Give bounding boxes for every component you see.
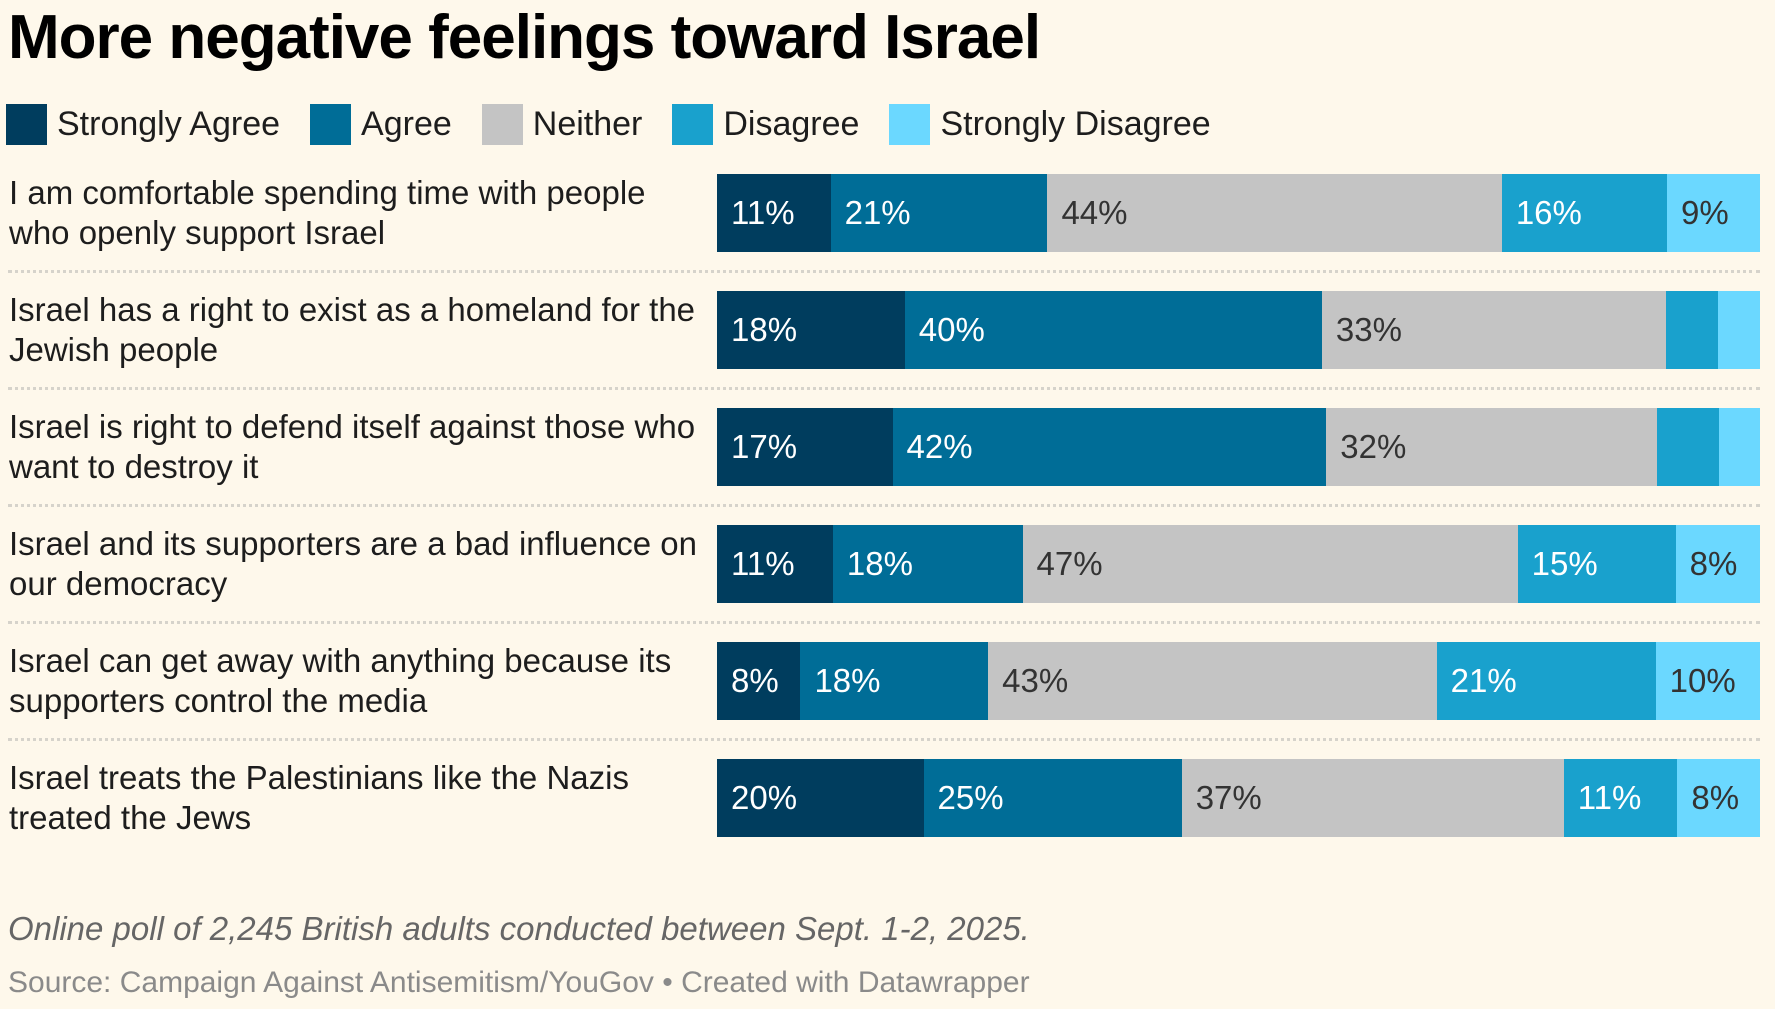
bar-row: Israel can get away with anything becaus…	[0, 622, 1775, 741]
row-label: I am comfortable spending time with peop…	[9, 173, 646, 251]
bar-segment-disagree: 21%	[1436, 641, 1656, 720]
bar-row: I am comfortable spending time with peop…	[0, 154, 1775, 273]
bar-segment-agree: 25%	[923, 758, 1182, 837]
legend-item: Strongly Disagree	[889, 104, 1211, 145]
bar-segment-neither: 43%	[988, 641, 1437, 720]
row-label: Israel can get away with anything becaus…	[9, 641, 672, 719]
bar-segment-strongly-disagree: 10%	[1655, 641, 1760, 720]
legend-swatch	[481, 104, 523, 145]
legend-label: Strongly Disagree	[940, 105, 1211, 143]
legend-swatch	[6, 104, 47, 145]
bar-row: Israel treats the Palestinians like the …	[0, 739, 1775, 856]
chart-note: Online poll of 2,245 British adults cond…	[8, 910, 1030, 947]
stacked-bar: 17% 42% 32%	[717, 407, 1760, 486]
legend-item: Disagree	[672, 104, 859, 145]
row-label: Israel is right to defend itself against…	[9, 407, 696, 485]
bar-segment-strongly-agree: 8%	[717, 641, 801, 720]
bar-segment-neither: 37%	[1181, 758, 1564, 837]
bar-segment-strongly-agree: 20%	[717, 758, 924, 837]
row-divider	[8, 504, 1760, 507]
stacked-bar: 20% 25% 37% 11% 8%	[717, 758, 1760, 837]
stacked-bar: 11% 18% 47% 15% 8%	[717, 524, 1760, 603]
chart-source: Source: Campaign Against Antisemitism/Yo…	[8, 966, 1030, 999]
row-label: Israel has a right to exist as a homelan…	[9, 290, 696, 368]
bar-segment-agree: 40%	[904, 290, 1322, 369]
stacked-bar: 8% 18% 43% 21% 10%	[717, 641, 1760, 720]
stacked-bar: 18% 40% 33%	[717, 290, 1760, 369]
bar-segment-agree: 42%	[892, 407, 1327, 486]
legend-swatch	[672, 104, 714, 145]
legend-swatch	[889, 104, 931, 145]
row-label: Israel treats the Palestinians like the …	[9, 758, 629, 836]
bar-segment-neither: 44%	[1047, 173, 1502, 252]
row-divider	[8, 738, 1760, 741]
bar-segment-strongly-disagree: 8%	[1675, 524, 1760, 603]
legend-item: Agree	[310, 104, 452, 145]
legend-swatch	[310, 104, 352, 145]
legend-label: Neither	[532, 105, 643, 143]
legend-label: Agree	[361, 105, 452, 143]
row-label: Israel and its supporters are a bad infl…	[9, 524, 697, 602]
chart-title: More negative feelings toward Israel	[8, 3, 1041, 72]
legend: Strongly Agree Agree Neither Disagree Strong…	[6, 104, 1211, 145]
bar-segment-strongly-disagree: 9%	[1667, 173, 1760, 252]
row-divider	[8, 270, 1760, 273]
bar-row: Israel is right to defend itself against…	[0, 388, 1775, 507]
bar-segment-strongly-disagree	[1718, 290, 1760, 369]
bar-segment-disagree	[1656, 407, 1719, 486]
bar-segment-disagree: 16%	[1501, 173, 1668, 252]
bar-segment-strongly-disagree: 8%	[1677, 758, 1760, 837]
row-divider	[8, 387, 1760, 390]
bar-segment-agree: 18%	[832, 524, 1023, 603]
bar-segment-strongly-agree: 11%	[717, 524, 833, 603]
bar-segment-strongly-agree: 17%	[717, 407, 893, 486]
legend-label: Strongly Agree	[57, 105, 281, 143]
legend-label: Disagree	[723, 105, 860, 143]
bar-segment-agree: 18%	[800, 641, 989, 720]
bar-segment-strongly-agree: 11%	[717, 173, 831, 252]
bar-segment-disagree: 11%	[1563, 758, 1678, 837]
bar-segment-neither: 33%	[1321, 290, 1667, 369]
legend-item: Neither	[481, 104, 643, 145]
bar-segment-neither: 47%	[1022, 524, 1518, 603]
bar-row: Israel and its supporters are a bad infl…	[0, 505, 1775, 624]
stacked-bar: 11% 21% 44% 16% 9%	[717, 173, 1760, 252]
row-divider	[8, 621, 1760, 624]
bar-segment-strongly-disagree	[1718, 407, 1760, 486]
bar-segment-agree: 21%	[830, 173, 1048, 252]
legend-item: Strongly Agree	[6, 104, 280, 145]
bar-segment-strongly-agree: 18%	[717, 290, 905, 369]
bar-segment-neither: 32%	[1326, 407, 1657, 486]
bar-row: Israel has a right to exist as a homelan…	[0, 271, 1775, 390]
bar-segment-disagree	[1666, 290, 1719, 369]
bar-segment-disagree: 15%	[1517, 524, 1676, 603]
